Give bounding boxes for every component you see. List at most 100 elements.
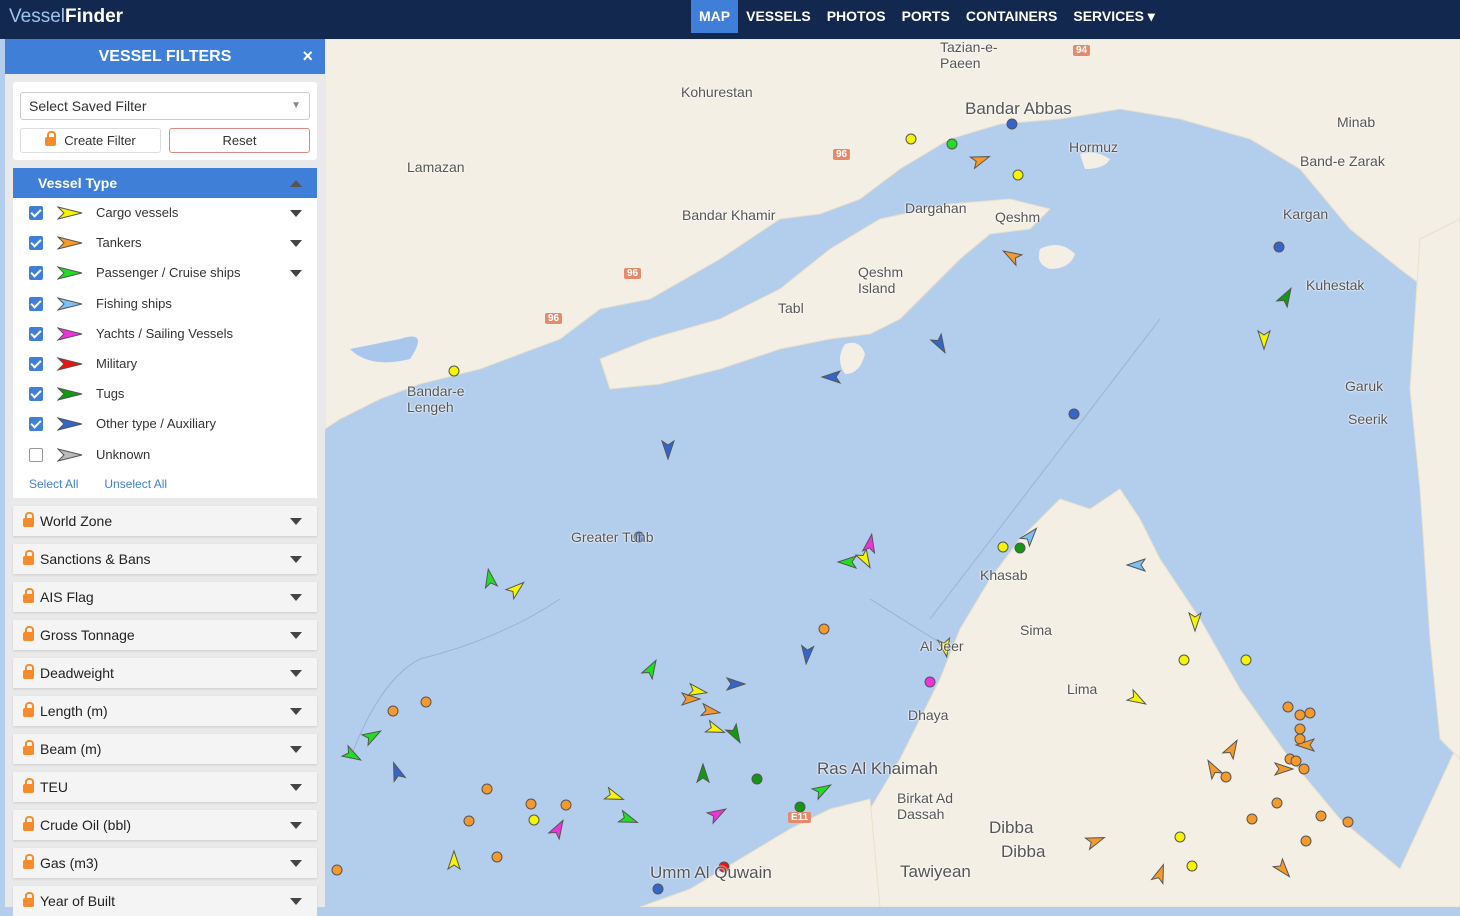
vessel-marker[interactable] <box>1282 701 1294 713</box>
filter-section[interactable]: Year of Built <box>13 885 317 916</box>
vessel-marker[interactable] <box>703 719 726 738</box>
vessel-marker[interactable] <box>1014 542 1026 554</box>
vessel-marker[interactable] <box>1203 757 1224 781</box>
vessel-type-item[interactable]: Unknown <box>13 440 317 470</box>
vessel-marker[interactable] <box>602 786 625 805</box>
vessel-type-item[interactable]: Tankers <box>13 228 317 258</box>
vessel-type-item[interactable]: Yachts / Sailing Vessels <box>13 319 317 349</box>
filter-section[interactable]: Crude Oil (bbl) <box>13 809 317 840</box>
vessel-marker[interactable] <box>547 817 568 841</box>
checkbox[interactable] <box>29 356 43 371</box>
checkbox[interactable] <box>29 326 43 341</box>
vessel-marker[interactable] <box>1186 860 1198 872</box>
vessel-marker[interactable] <box>1294 738 1316 752</box>
vessel-type-item[interactable]: Military <box>13 349 317 379</box>
vessel-marker[interactable] <box>724 722 745 746</box>
vessel-marker[interactable] <box>652 883 664 895</box>
close-icon[interactable]: × <box>302 46 313 66</box>
vessel-marker[interactable] <box>1125 688 1149 709</box>
vessel-marker[interactable] <box>1300 835 1312 847</box>
vessel-marker[interactable] <box>1220 771 1232 783</box>
vessel-marker[interactable] <box>1178 654 1190 666</box>
expand-icon[interactable] <box>290 240 302 248</box>
vessel-marker[interactable] <box>661 439 675 461</box>
select-all-link[interactable]: Select All <box>29 476 79 491</box>
vessel-marker[interactable] <box>1275 285 1296 309</box>
vessel-marker[interactable] <box>705 804 729 825</box>
vessel-marker[interactable] <box>331 864 343 876</box>
vessel-marker[interactable] <box>1006 118 1018 130</box>
vessel-marker[interactable] <box>836 555 858 569</box>
vessel-marker[interactable] <box>1068 408 1080 420</box>
map[interactable]: Tazian-e- Paeen Kohurestan Bandar Abbas Min… <box>0 38 1460 908</box>
vessel-marker[interactable] <box>1000 246 1024 267</box>
create-filter-button[interactable]: Create Filter <box>20 128 161 153</box>
vessel-marker[interactable] <box>387 705 399 717</box>
checkbox[interactable] <box>29 206 43 220</box>
vessel-marker[interactable] <box>905 133 917 145</box>
filter-section[interactable]: Gross Tonnage <box>13 619 317 650</box>
vessel-marker[interactable] <box>447 849 461 871</box>
vessel-marker[interactable] <box>1188 611 1202 633</box>
expand-icon[interactable] <box>290 210 302 217</box>
nav-services[interactable]: SERVICES ▾ <box>1073 8 1155 24</box>
filter-section[interactable]: World Zone <box>13 505 317 536</box>
vessel-marker[interactable] <box>560 799 572 811</box>
nav-vessels[interactable]: VESSELS <box>746 8 811 24</box>
filter-section[interactable]: Sanctions & Bans <box>13 543 317 574</box>
vessel-marker[interactable] <box>640 657 661 681</box>
vessel-marker[interactable] <box>1150 863 1169 886</box>
vessel-marker[interactable] <box>924 676 936 688</box>
vessel-marker[interactable] <box>1246 813 1258 825</box>
vessel-marker[interactable] <box>718 861 730 873</box>
vessel-marker[interactable] <box>810 780 834 801</box>
vessel-marker[interactable] <box>525 798 537 810</box>
vessel-marker[interactable] <box>1298 763 1310 775</box>
nav-ports[interactable]: PORTS <box>901 8 950 24</box>
vessel-marker[interactable] <box>1294 723 1306 735</box>
vessel-marker[interactable] <box>699 702 722 719</box>
vessel-marker[interactable] <box>936 636 953 659</box>
vessel-marker[interactable] <box>448 365 460 377</box>
checkbox[interactable] <box>29 296 43 311</box>
vessel-marker[interactable] <box>861 532 878 555</box>
vessel-type-item[interactable]: Fishing ships <box>13 289 317 319</box>
vessel-marker[interactable] <box>420 696 432 708</box>
vessel-marker[interactable] <box>481 783 493 795</box>
nav-containers[interactable]: CONTAINERS <box>965 8 1058 24</box>
vessel-marker[interactable] <box>1290 755 1302 767</box>
logo[interactable]: VesselFinder <box>9 6 124 27</box>
filter-section[interactable]: Deadweight <box>13 657 317 688</box>
vessel-marker[interactable] <box>1294 709 1306 721</box>
vessel-marker[interactable] <box>725 677 747 691</box>
vessel-marker[interactable] <box>360 726 384 747</box>
nav-map[interactable]: MAP <box>691 0 739 33</box>
filter-section[interactable]: TEU <box>13 771 317 802</box>
vessel-marker[interactable] <box>1315 810 1327 822</box>
vessel-marker[interactable] <box>528 814 540 826</box>
filter-section[interactable]: Length (m) <box>13 695 317 726</box>
vessel-marker[interactable] <box>1221 737 1242 761</box>
vessel-marker[interactable] <box>929 332 950 356</box>
vessel-marker[interactable] <box>794 801 806 813</box>
vessel-marker[interactable] <box>463 815 475 827</box>
checkbox[interactable] <box>29 447 43 462</box>
reset-button[interactable]: Reset <box>169 128 310 153</box>
vessel-marker[interactable] <box>1271 857 1294 881</box>
vessel-marker[interactable] <box>854 547 875 571</box>
expand-icon[interactable] <box>290 270 302 278</box>
vessel-marker[interactable] <box>997 541 1009 553</box>
vessel-marker[interactable] <box>696 762 710 784</box>
unselect-all-link[interactable]: Unselect All <box>104 476 168 491</box>
saved-filter-select[interactable]: Select Saved Filter ▼ <box>20 92 310 120</box>
filter-section[interactable]: Beam (m) <box>13 733 317 764</box>
vessel-marker[interactable] <box>946 138 958 150</box>
vessel-marker[interactable] <box>1174 831 1186 843</box>
checkbox[interactable] <box>29 417 43 432</box>
vessel-marker[interactable] <box>820 370 842 384</box>
vessel-marker[interactable] <box>491 851 503 863</box>
vessel-marker[interactable] <box>686 682 709 699</box>
vessel-marker[interactable] <box>1304 707 1316 719</box>
vessel-marker[interactable] <box>1240 654 1252 666</box>
filter-section[interactable]: Gas (m3) <box>13 847 317 878</box>
